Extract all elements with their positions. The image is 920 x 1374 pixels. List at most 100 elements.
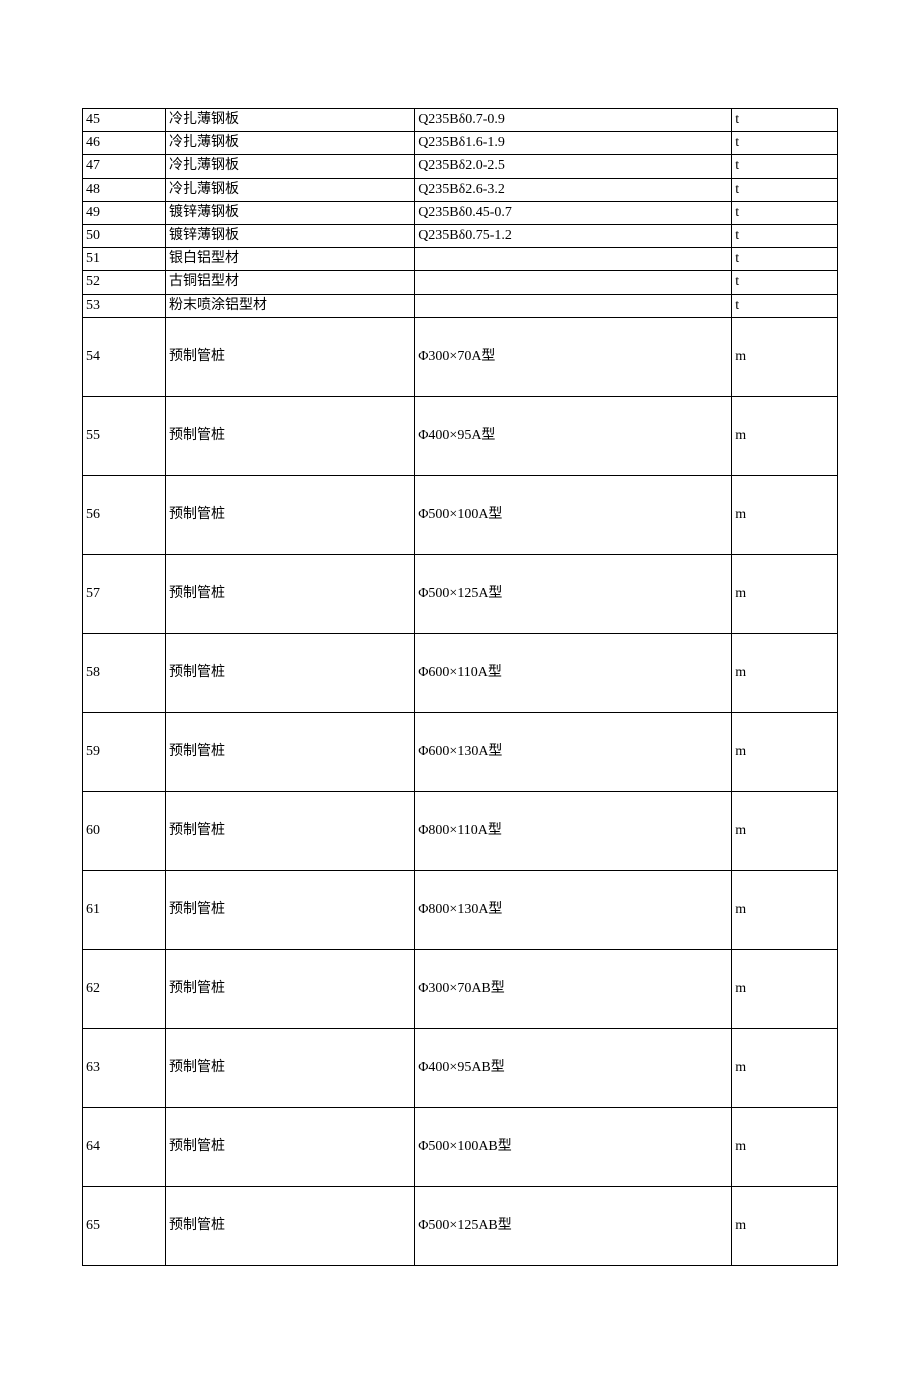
cell-unit: t xyxy=(732,178,838,201)
cell-unit: m xyxy=(732,870,838,949)
cell-spec: Q235Bδ1.6-1.9 xyxy=(415,132,732,155)
cell-spec: Φ500×100A型 xyxy=(415,475,732,554)
table-row: 63预制管桩Φ400×95AB型m xyxy=(83,1028,838,1107)
table-row: 50镀锌薄钢板Q235Bδ0.75-1.2t xyxy=(83,224,838,247)
cell-name: 古铜铝型材 xyxy=(166,271,415,294)
cell-spec: Φ600×130A型 xyxy=(415,712,732,791)
cell-name: 冷扎薄钢板 xyxy=(166,155,415,178)
table-body: 45冷扎薄钢板Q235Bδ0.7-0.9t46冷扎薄钢板Q235Bδ1.6-1.… xyxy=(83,109,838,1266)
cell-name: 冷扎薄钢板 xyxy=(166,178,415,201)
cell-spec: Q235Bδ0.45-0.7 xyxy=(415,201,732,224)
table-row: 56预制管桩Φ500×100A型m xyxy=(83,475,838,554)
cell-spec: Φ300×70AB型 xyxy=(415,949,732,1028)
cell-name: 预制管桩 xyxy=(166,554,415,633)
cell-spec xyxy=(415,248,732,271)
cell-index: 60 xyxy=(83,791,166,870)
cell-unit: m xyxy=(732,396,838,475)
cell-index: 56 xyxy=(83,475,166,554)
table-row: 51银白铝型材 t xyxy=(83,248,838,271)
cell-name: 预制管桩 xyxy=(166,396,415,475)
cell-unit: m xyxy=(732,949,838,1028)
cell-unit: m xyxy=(732,633,838,712)
cell-name: 预制管桩 xyxy=(166,949,415,1028)
table-row: 46冷扎薄钢板Q235Bδ1.6-1.9t xyxy=(83,132,838,155)
cell-unit: t xyxy=(732,109,838,132)
table-row: 53粉末喷涂铝型材 t xyxy=(83,294,838,317)
cell-unit: t xyxy=(732,248,838,271)
cell-spec: Φ500×125A型 xyxy=(415,554,732,633)
cell-index: 47 xyxy=(83,155,166,178)
cell-unit: t xyxy=(732,155,838,178)
cell-spec: Φ800×130A型 xyxy=(415,870,732,949)
cell-index: 58 xyxy=(83,633,166,712)
cell-spec: Q235Bδ0.75-1.2 xyxy=(415,224,732,247)
table-row: 47冷扎薄钢板Q235Bδ2.0-2.5t xyxy=(83,155,838,178)
table-row: 61预制管桩Φ800×130A型m xyxy=(83,870,838,949)
cell-spec: Q235Bδ0.7-0.9 xyxy=(415,109,732,132)
table-row: 49镀锌薄钢板Q235Bδ0.45-0.7t xyxy=(83,201,838,224)
cell-spec xyxy=(415,294,732,317)
cell-index: 51 xyxy=(83,248,166,271)
cell-index: 52 xyxy=(83,271,166,294)
cell-unit: t xyxy=(732,224,838,247)
table-row: 45冷扎薄钢板Q235Bδ0.7-0.9t xyxy=(83,109,838,132)
cell-unit: m xyxy=(732,475,838,554)
cell-unit: m xyxy=(732,791,838,870)
cell-index: 59 xyxy=(83,712,166,791)
cell-index: 61 xyxy=(83,870,166,949)
cell-index: 53 xyxy=(83,294,166,317)
cell-name: 预制管桩 xyxy=(166,1186,415,1265)
cell-index: 46 xyxy=(83,132,166,155)
cell-index: 45 xyxy=(83,109,166,132)
table-row: 58预制管桩Φ600×110A型m xyxy=(83,633,838,712)
table-row: 52古铜铝型材 t xyxy=(83,271,838,294)
cell-index: 49 xyxy=(83,201,166,224)
cell-name: 粉末喷涂铝型材 xyxy=(166,294,415,317)
cell-spec: Φ500×125AB型 xyxy=(415,1186,732,1265)
table-row: 64预制管桩Φ500×100AB型m xyxy=(83,1107,838,1186)
cell-index: 57 xyxy=(83,554,166,633)
cell-spec: Q235Bδ2.6-3.2 xyxy=(415,178,732,201)
cell-name: 镀锌薄钢板 xyxy=(166,224,415,247)
cell-name: 镀锌薄钢板 xyxy=(166,201,415,224)
cell-unit: t xyxy=(732,201,838,224)
cell-unit: t xyxy=(732,271,838,294)
cell-spec xyxy=(415,271,732,294)
cell-index: 62 xyxy=(83,949,166,1028)
table-row: 55预制管桩Φ400×95A型m xyxy=(83,396,838,475)
cell-index: 64 xyxy=(83,1107,166,1186)
cell-spec: Φ500×100AB型 xyxy=(415,1107,732,1186)
table-row: 62预制管桩Φ300×70AB型m xyxy=(83,949,838,1028)
cell-spec: Φ600×110A型 xyxy=(415,633,732,712)
cell-name: 冷扎薄钢板 xyxy=(166,109,415,132)
cell-unit: m xyxy=(732,554,838,633)
table-row: 57预制管桩Φ500×125A型m xyxy=(83,554,838,633)
table-row: 60预制管桩Φ800×110A型m xyxy=(83,791,838,870)
cell-name: 预制管桩 xyxy=(166,475,415,554)
cell-name: 银白铝型材 xyxy=(166,248,415,271)
cell-name: 预制管桩 xyxy=(166,633,415,712)
cell-name: 预制管桩 xyxy=(166,870,415,949)
cell-unit: t xyxy=(732,294,838,317)
cell-unit: m xyxy=(732,1028,838,1107)
cell-spec: Q235Bδ2.0-2.5 xyxy=(415,155,732,178)
table-row: 48冷扎薄钢板Q235Bδ2.6-3.2t xyxy=(83,178,838,201)
cell-index: 50 xyxy=(83,224,166,247)
table-row: 65预制管桩Φ500×125AB型m xyxy=(83,1186,838,1265)
cell-index: 54 xyxy=(83,317,166,396)
cell-unit: m xyxy=(732,1186,838,1265)
cell-spec: Φ400×95AB型 xyxy=(415,1028,732,1107)
table-row: 54预制管桩Φ300×70A型m xyxy=(83,317,838,396)
cell-name: 预制管桩 xyxy=(166,1107,415,1186)
cell-index: 48 xyxy=(83,178,166,201)
cell-spec: Φ800×110A型 xyxy=(415,791,732,870)
cell-spec: Φ300×70A型 xyxy=(415,317,732,396)
cell-name: 冷扎薄钢板 xyxy=(166,132,415,155)
cell-index: 55 xyxy=(83,396,166,475)
cell-name: 预制管桩 xyxy=(166,1028,415,1107)
cell-unit: m xyxy=(732,1107,838,1186)
cell-unit: m xyxy=(732,712,838,791)
materials-table: 45冷扎薄钢板Q235Bδ0.7-0.9t46冷扎薄钢板Q235Bδ1.6-1.… xyxy=(82,108,838,1266)
cell-unit: m xyxy=(732,317,838,396)
cell-name: 预制管桩 xyxy=(166,317,415,396)
